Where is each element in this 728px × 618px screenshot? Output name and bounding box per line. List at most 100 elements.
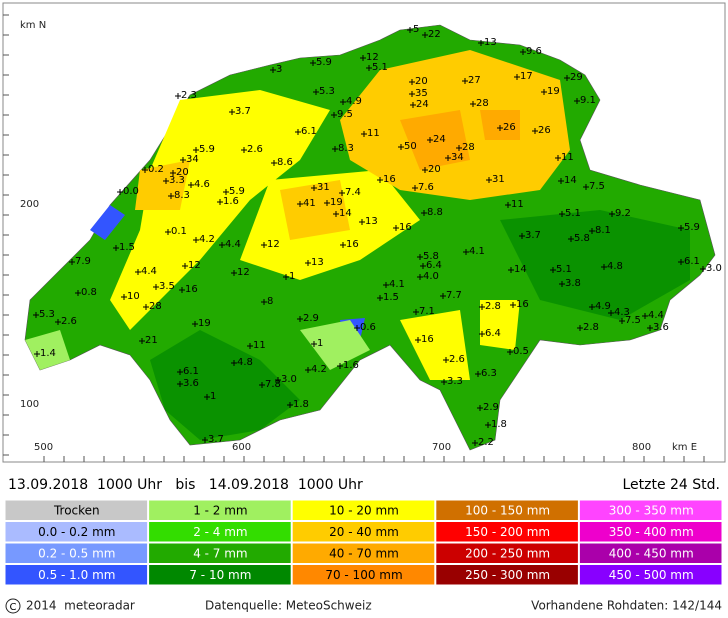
station-value: 24 [433, 134, 446, 145]
station-marker [113, 245, 119, 251]
station-marker [305, 260, 311, 266]
station-marker [422, 167, 428, 173]
station-marker [241, 147, 247, 153]
station-value: 2.3 [181, 90, 197, 101]
station-value: 1.5 [383, 292, 399, 303]
station-marker [477, 405, 483, 411]
raw-data: Vorhandene Rohdaten: 142/144 [531, 599, 722, 613]
station-value: 4.9 [595, 301, 611, 312]
station-value: 5.9 [684, 222, 700, 233]
station-marker [475, 371, 481, 377]
station-marker [313, 89, 319, 95]
station-value: 8.6 [277, 157, 293, 168]
station-value: 4.2 [311, 364, 327, 375]
station-value: 0.5 [513, 346, 529, 357]
station-marker [135, 269, 141, 275]
station-value: 2.8 [583, 322, 599, 333]
station-marker [642, 313, 648, 319]
station-value: 31 [492, 174, 505, 185]
station-value: 4.4 [648, 310, 664, 321]
station-value: 8.1 [595, 225, 611, 236]
station-marker [153, 284, 159, 290]
station-marker [519, 233, 525, 239]
station-value: 7.5 [589, 181, 605, 192]
station-marker [393, 225, 399, 231]
legend-label: 100 - 150 mm [465, 503, 550, 517]
station-marker [472, 440, 478, 446]
legend-label: 10 - 20 mm [329, 503, 399, 517]
station-value: 7.1 [419, 306, 435, 317]
station-marker [508, 267, 514, 273]
station-value: 1 [210, 391, 216, 402]
station-value: 50 [404, 141, 417, 152]
station-value: 3.0 [281, 374, 297, 385]
station-value: 10 [127, 291, 140, 302]
station-value: 5.9 [199, 144, 215, 155]
legend-swatch [4, 564, 149, 586]
station-value: 0.1 [171, 226, 187, 237]
station-value: 5.9 [316, 57, 332, 68]
legend-label: 450 - 500 mm [609, 568, 694, 582]
station-value: 2.8 [485, 301, 501, 312]
station-value: 14 [339, 208, 352, 219]
station-marker [193, 147, 199, 153]
station-value: 1.8 [293, 399, 309, 410]
station-value: 11 [561, 152, 574, 163]
station-value: 0.2 [148, 164, 164, 175]
station-value: 28 [149, 301, 162, 312]
station-value: 2.9 [483, 402, 499, 413]
station-marker [337, 363, 343, 369]
station-value: 5.1 [556, 264, 572, 275]
legend-label: 7 - 10 mm [189, 568, 251, 582]
station-marker [354, 325, 360, 331]
legend-swatch [291, 542, 436, 564]
station-value: 3.6 [183, 378, 199, 389]
station-marker [360, 55, 366, 61]
station-marker [417, 274, 423, 280]
legend-label: 70 - 100 mm [325, 568, 402, 582]
station-marker [34, 351, 40, 357]
station-value: 12 [237, 267, 250, 278]
station-marker [541, 89, 547, 95]
station-value: 11 [367, 128, 380, 139]
station-value: 20 [176, 167, 189, 178]
station-value: 1 [289, 271, 295, 282]
station-marker [168, 193, 174, 199]
station-value: 16 [421, 334, 434, 345]
station-marker [177, 369, 183, 375]
station-value: 4.1 [469, 246, 485, 257]
station-value: 2.2 [478, 437, 494, 448]
station-value: 11 [253, 340, 266, 351]
station-value: 4.6 [194, 179, 210, 190]
station-marker [377, 177, 383, 183]
station-value: 19 [330, 197, 343, 208]
station-marker [193, 237, 199, 243]
station-marker [678, 225, 684, 231]
station-marker [421, 210, 427, 216]
station-value: 8.8 [427, 207, 443, 218]
station-marker [410, 102, 416, 108]
station-marker [305, 367, 311, 373]
station-value: 17 [520, 71, 533, 82]
station-value: 5.1 [565, 208, 581, 219]
station-marker [229, 109, 235, 115]
axis-unit: km N [20, 20, 46, 31]
station-marker [427, 137, 433, 143]
station-marker [217, 199, 223, 205]
station-value: 12 [366, 52, 379, 63]
station-value: 16 [399, 222, 412, 233]
station-value: 4.9 [346, 96, 362, 107]
station-value: 5.8 [574, 233, 590, 244]
station-value: 2.6 [247, 144, 263, 155]
station-marker [69, 259, 75, 265]
legend-swatch [578, 564, 723, 586]
legend-label: 350 - 400 mm [609, 525, 694, 539]
station-marker [175, 93, 181, 99]
station-value: 31 [317, 182, 330, 193]
station-marker [192, 321, 198, 327]
station-marker [261, 299, 267, 305]
station-value: 3.0 [706, 263, 722, 274]
station-marker [247, 343, 253, 349]
legend-swatch [435, 542, 579, 564]
legend-swatch [291, 499, 436, 521]
